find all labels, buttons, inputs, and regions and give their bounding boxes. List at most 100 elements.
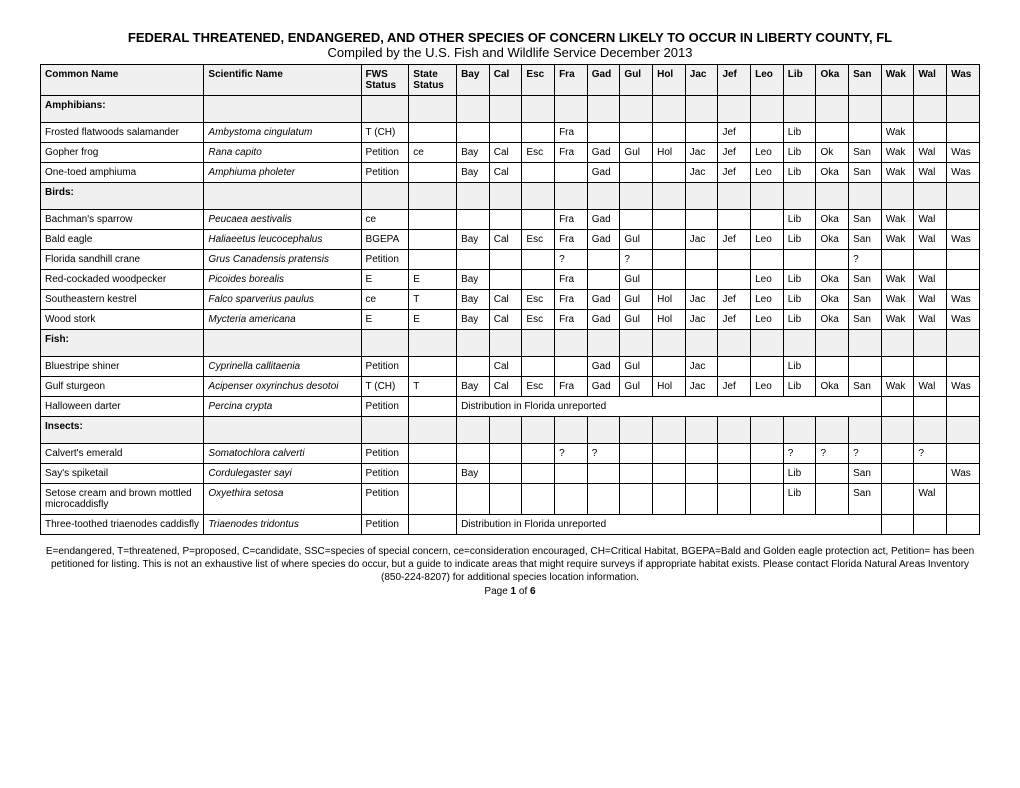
cell-cty bbox=[914, 515, 947, 535]
category-empty bbox=[587, 330, 620, 357]
cell-cty: Wal bbox=[914, 290, 947, 310]
cell-cty bbox=[881, 484, 914, 515]
cell-cty bbox=[881, 250, 914, 270]
cell-cty: Cal bbox=[489, 377, 522, 397]
cell-cty bbox=[685, 444, 718, 464]
cell-cty bbox=[816, 464, 849, 484]
category-empty bbox=[685, 417, 718, 444]
category-empty bbox=[204, 96, 361, 123]
cell-cty: Fra bbox=[555, 123, 588, 143]
cell-cty bbox=[914, 250, 947, 270]
category-empty bbox=[881, 183, 914, 210]
cell-state bbox=[409, 444, 457, 464]
category-row: Amphibians: bbox=[41, 96, 980, 123]
category-label: Fish: bbox=[41, 330, 204, 357]
category-empty bbox=[489, 417, 522, 444]
cell-cty: ? bbox=[849, 250, 882, 270]
cell-cty: Gad bbox=[587, 357, 620, 377]
cell-cty: Gad bbox=[587, 210, 620, 230]
cell-cty bbox=[653, 484, 686, 515]
cell-cty bbox=[457, 444, 490, 464]
page-of: of bbox=[516, 586, 530, 597]
category-empty bbox=[555, 417, 588, 444]
cell-state: T bbox=[409, 290, 457, 310]
cell-cty bbox=[914, 123, 947, 143]
title-block: FEDERAL THREATENED, ENDANGERED, AND OTHE… bbox=[40, 30, 980, 60]
cell-cty bbox=[718, 464, 751, 484]
cell-state: E bbox=[409, 270, 457, 290]
cell-scientific: Rana capito bbox=[204, 143, 361, 163]
cell-fws: ce bbox=[361, 210, 409, 230]
cell-cty bbox=[751, 464, 784, 484]
cell-cty bbox=[947, 397, 980, 417]
cell-cty: Gad bbox=[587, 163, 620, 183]
cell-cty bbox=[718, 270, 751, 290]
cell-cty bbox=[620, 163, 653, 183]
cell-cty bbox=[849, 357, 882, 377]
cell-fws: E bbox=[361, 310, 409, 330]
cell-scientific: Mycteria americana bbox=[204, 310, 361, 330]
cell-cty: Wak bbox=[881, 143, 914, 163]
cell-cty: Jef bbox=[718, 163, 751, 183]
cell-cty bbox=[947, 123, 980, 143]
category-empty bbox=[849, 330, 882, 357]
cell-fws: BGEPA bbox=[361, 230, 409, 250]
cell-common: Red-cockaded woodpecker bbox=[41, 270, 204, 290]
cell-cty: Jac bbox=[685, 230, 718, 250]
cell-cty: Lib bbox=[783, 143, 816, 163]
cell-cty: Cal bbox=[489, 163, 522, 183]
col-cty: Gul bbox=[620, 65, 653, 96]
cell-cty: Lib bbox=[783, 484, 816, 515]
cell-fws: Petition bbox=[361, 444, 409, 464]
cell-fws: Petition bbox=[361, 163, 409, 183]
cell-common: Bald eagle bbox=[41, 230, 204, 250]
cell-cty bbox=[653, 230, 686, 250]
cell-cty: ? bbox=[816, 444, 849, 464]
cell-cty: San bbox=[849, 270, 882, 290]
category-empty bbox=[204, 330, 361, 357]
cell-cty: Wal bbox=[914, 230, 947, 250]
category-empty bbox=[522, 96, 555, 123]
cell-cty: Esc bbox=[522, 377, 555, 397]
cell-fws: T (CH) bbox=[361, 123, 409, 143]
cell-cty bbox=[685, 484, 718, 515]
category-empty bbox=[620, 96, 653, 123]
category-empty bbox=[914, 330, 947, 357]
cell-scientific: Falco sparverius paulus bbox=[204, 290, 361, 310]
cell-cty bbox=[718, 357, 751, 377]
cell-cty bbox=[751, 250, 784, 270]
cell-cty: Bay bbox=[457, 230, 490, 250]
cell-cty bbox=[718, 210, 751, 230]
cell-cty: Wal bbox=[914, 163, 947, 183]
table-row: Say's spiketailCordulegaster sayiPetitio… bbox=[41, 464, 980, 484]
cell-cty: San bbox=[849, 230, 882, 250]
cell-fws: Petition bbox=[361, 464, 409, 484]
cell-cty: Wal bbox=[914, 143, 947, 163]
cell-cty bbox=[653, 444, 686, 464]
cell-cty: Leo bbox=[751, 270, 784, 290]
cell-common: Gulf sturgeon bbox=[41, 377, 204, 397]
cell-cty bbox=[783, 250, 816, 270]
cell-fws: T (CH) bbox=[361, 377, 409, 397]
category-empty bbox=[457, 96, 490, 123]
cell-state bbox=[409, 397, 457, 417]
cell-cty: Oka bbox=[816, 210, 849, 230]
category-empty bbox=[849, 183, 882, 210]
cell-cty: Jac bbox=[685, 310, 718, 330]
cell-cty: Bay bbox=[457, 464, 490, 484]
table-row: Bald eagleHaliaeetus leucocephalusBGEPAB… bbox=[41, 230, 980, 250]
cell-state: E bbox=[409, 310, 457, 330]
cell-cty: Gul bbox=[620, 377, 653, 397]
cell-cty bbox=[620, 444, 653, 464]
category-empty bbox=[947, 183, 980, 210]
cell-scientific: Triaenodes tridontus bbox=[204, 515, 361, 535]
table-row: Frosted flatwoods salamanderAmbystoma ci… bbox=[41, 123, 980, 143]
category-empty bbox=[555, 183, 588, 210]
category-empty bbox=[204, 417, 361, 444]
table-row: Three-toothed triaenodes caddisflyTriaen… bbox=[41, 515, 980, 535]
category-empty bbox=[718, 183, 751, 210]
cell-common: Florida sandhill crane bbox=[41, 250, 204, 270]
cell-common: Southeastern kestrel bbox=[41, 290, 204, 310]
category-empty bbox=[718, 330, 751, 357]
category-empty bbox=[489, 96, 522, 123]
